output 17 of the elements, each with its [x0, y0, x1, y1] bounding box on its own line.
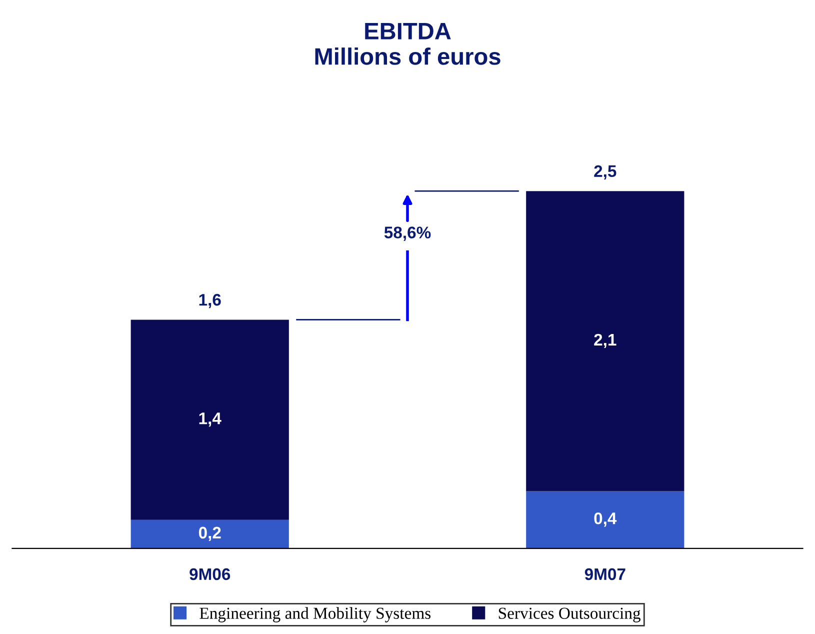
legend-label: Services Outsourcing [498, 608, 640, 622]
chart-title: EBITDA [365, 23, 451, 40]
x-tick-label: 9M07 [584, 568, 626, 580]
total-label: 1,6 [199, 294, 221, 308]
chart-subtitle: Millions of euros [315, 48, 500, 65]
data-label: 0,4 [594, 512, 617, 527]
bar [526, 491, 684, 548]
annotation: 58,6% [384, 226, 431, 241]
total-label: 2,5 [594, 165, 616, 180]
data-label: 0,2 [198, 526, 221, 542]
bar [130, 320, 289, 520]
legend-label: Engineering and Mobility Systems [200, 607, 431, 622]
data-label: 2,1 [594, 334, 616, 348]
bar [526, 191, 684, 492]
data-label: 1,4 [199, 412, 222, 427]
bar [130, 520, 289, 548]
x-tick-label: 9M06 [190, 568, 230, 580]
